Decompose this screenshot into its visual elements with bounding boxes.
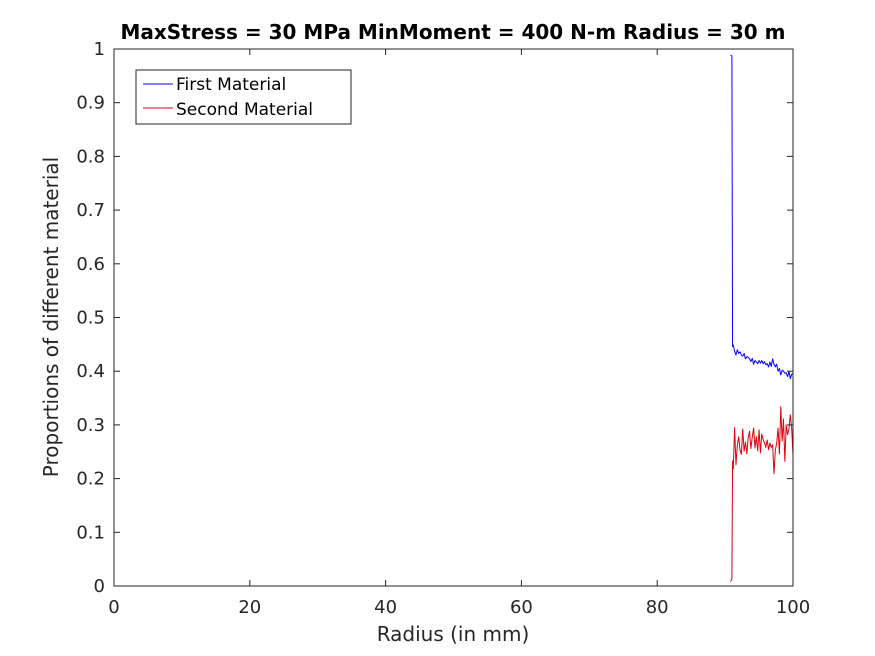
y-tick-label: 0.2 [76,469,105,490]
x-tick-label: 0 [108,597,119,618]
legend: First Material Second Material [135,69,352,125]
y-tick-label: 0.8 [76,146,105,167]
y-tick-label: 0.6 [76,254,105,275]
legend-box [135,69,352,125]
legend-label-second-material: Second Material [176,100,313,120]
y-tick-label: 0 [94,576,105,597]
y-axis-label: Proportions of different material [39,157,63,477]
chart-title: MaxStress = 30 MPa MinMoment = 400 N-m R… [120,20,785,44]
x-axis-label: Radius (in mm) [377,622,530,646]
y-tick-label: 0.7 [76,200,105,221]
x-tick-label: 60 [510,597,533,618]
series-line-second-material [730,406,794,582]
y-tick-label: 0.4 [76,361,105,382]
y-tick-label: 0.3 [76,415,105,436]
y-tick-label: 0.9 [76,93,105,114]
ticks-layer: 0 20 40 60 80 100 0 0.1 0.2 0.3 0.4 0.5 0.6 0.7 0.8 0.9… [76,39,810,618]
x-tick-label: 20 [238,597,261,618]
legend-label-first-material: First Material [176,75,286,95]
y-tick-label: 1 [94,39,105,60]
x-tick-label: 100 [776,597,810,618]
x-tick-label: 80 [646,597,669,618]
y-tick-label: 0.5 [76,308,105,329]
series-layer [730,54,794,582]
x-tick-label: 40 [374,597,397,618]
y-tick-label: 0.1 [76,522,105,543]
series-line-first-material [730,54,794,380]
plot-area [114,49,793,586]
